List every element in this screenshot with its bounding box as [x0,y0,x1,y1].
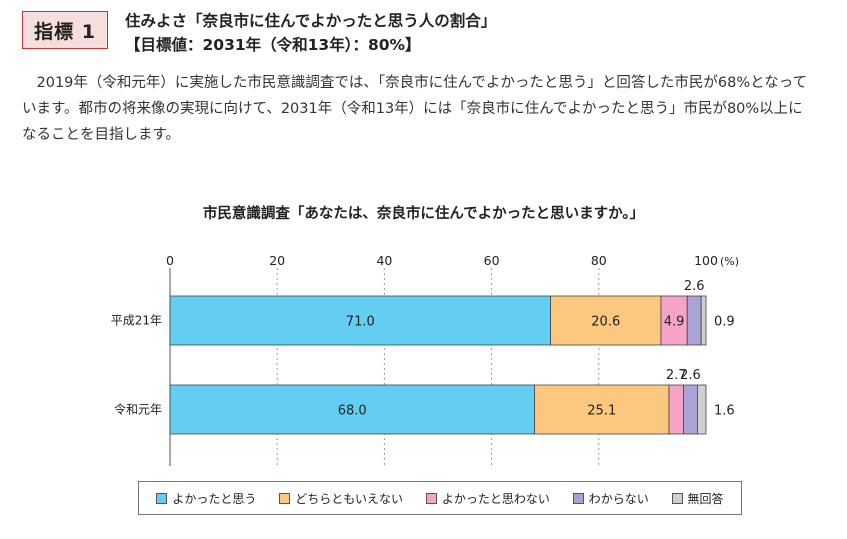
chart-legend: よかったと思う どちらともいえない よかったと思わない わからない 無回答 [138,481,742,515]
legend-label: どちらともいえない [295,491,404,506]
legend-label: よかったと思う [172,491,257,506]
bar-segment [700,295,707,346]
legend-swatch [572,492,584,504]
legend-swatch [279,492,291,504]
data-label: 0.9 [714,315,735,330]
legend-swatch [156,492,168,504]
bar-segment [169,384,535,435]
x-tick-label: 0 [166,253,174,268]
legend-item: よかったと思う [156,490,256,507]
data-label: 68.0 [338,404,367,419]
x-unit-label: (%) [720,255,739,268]
indicator-badge: 指標 1 [22,11,108,49]
intro-paragraph: 2019年（令和元年）に実施した市民意識調査では、「奈良市に住んでよかったと思う… [22,75,807,143]
bar-segment [686,295,702,346]
legend-item: よかったと思わない [425,490,550,507]
data-label: 2.6 [684,279,705,294]
bar-segment [668,384,684,435]
data-label: 2.7 [666,368,687,383]
x-tick-label: 60 [484,253,500,268]
bar-segment [534,384,670,435]
data-label: 1.6 [714,404,735,419]
legend-label: 無回答 [687,491,724,506]
x-tick-label: 80 [591,253,607,268]
legend-item: どちらともいえない [279,490,403,507]
legend-swatch [425,492,437,504]
legend-label: よかったと思わない [441,491,550,506]
category-label: 令和元年 [114,402,162,417]
bar-segment [697,384,707,435]
chart-title: 市民意識調査「あなたは、奈良市に住んでよかったと思いますか。」 [202,206,645,222]
data-label: 20.6 [591,315,620,330]
indicator-title: 住みよさ「奈良市に住んでよかったと思う人の割合」 [125,12,497,30]
data-label: 4.9 [664,315,685,330]
indicator-target: 【目標値：2031年（令和13年）：80%】 [125,36,421,54]
category-label: 平成21年 [111,314,162,328]
bar-segment [550,295,662,346]
legend-item: わからない [572,490,649,507]
data-label: 25.1 [587,404,616,419]
legend-swatch [671,492,683,504]
data-label: 71.0 [346,315,375,330]
x-tick-label: 20 [269,253,285,268]
data-label: 2.6 [680,368,701,383]
legend-item: 無回答 [671,490,724,507]
bar-segment [683,384,698,435]
legend-label: わからない [588,491,649,506]
x-tick-label: 100 [694,253,718,268]
x-tick-label: 40 [376,253,392,268]
